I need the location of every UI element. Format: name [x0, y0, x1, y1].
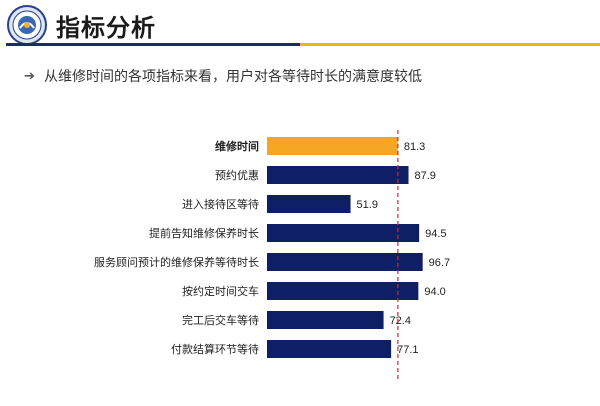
- value-label-5: 94.0: [424, 286, 445, 298]
- value-label-7: 77.1: [397, 344, 418, 356]
- bar-1: [267, 166, 409, 184]
- bar-3: [267, 224, 420, 242]
- bar-7: [267, 340, 392, 358]
- category-label-0: 维修时间: [215, 139, 259, 153]
- subtitle-text: 从维修时间的各项指标来看，用户对各等待时长的满意度较低: [44, 68, 422, 84]
- value-label-1: 87.9: [415, 170, 436, 182]
- value-label-3: 94.5: [425, 228, 446, 240]
- bar-5: [267, 282, 419, 300]
- category-label-2: 进入接待区等待: [182, 197, 259, 211]
- category-label-1: 预约优惠: [215, 168, 259, 182]
- category-label-4: 服务顾问预计的维修保养等待时长: [94, 255, 259, 269]
- header-rule-gold: [300, 43, 600, 46]
- bar-2: [267, 195, 351, 213]
- bar-0: [267, 137, 398, 155]
- university-seal-icon: [7, 5, 47, 45]
- value-label-0: 81.3: [404, 141, 425, 153]
- value-label-2: 51.9: [357, 199, 378, 211]
- page-title: 指标分析: [56, 15, 156, 42]
- category-label-3: 提前告知维修保养时长: [149, 226, 259, 240]
- value-label-4: 96.7: [429, 257, 450, 269]
- bar-6: [267, 311, 384, 329]
- arrow-right-icon: ➔: [24, 68, 35, 83]
- category-label-5: 按约定时间交车: [182, 284, 259, 298]
- value-label-6: 72.4: [390, 315, 411, 327]
- category-label-7: 付款结算环节等待: [171, 342, 259, 356]
- header-rule-blue: [6, 43, 300, 46]
- category-label-6: 完工后交车等待: [182, 313, 259, 327]
- bar-4: [267, 253, 423, 271]
